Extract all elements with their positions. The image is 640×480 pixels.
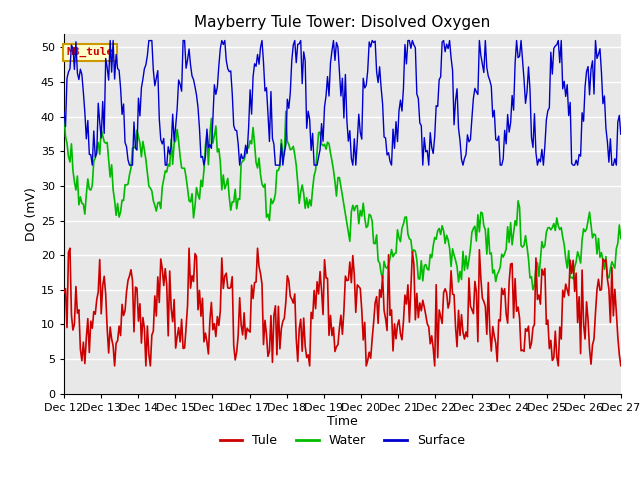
X-axis label: Time: Time (327, 415, 358, 429)
Y-axis label: DO (mV): DO (mV) (25, 187, 38, 240)
Legend: Tule, Water, Surface: Tule, Water, Surface (215, 429, 470, 452)
Title: Mayberry Tule Tower: Disolved Oxygen: Mayberry Tule Tower: Disolved Oxygen (195, 15, 490, 30)
Text: MB_tule: MB_tule (67, 47, 114, 58)
